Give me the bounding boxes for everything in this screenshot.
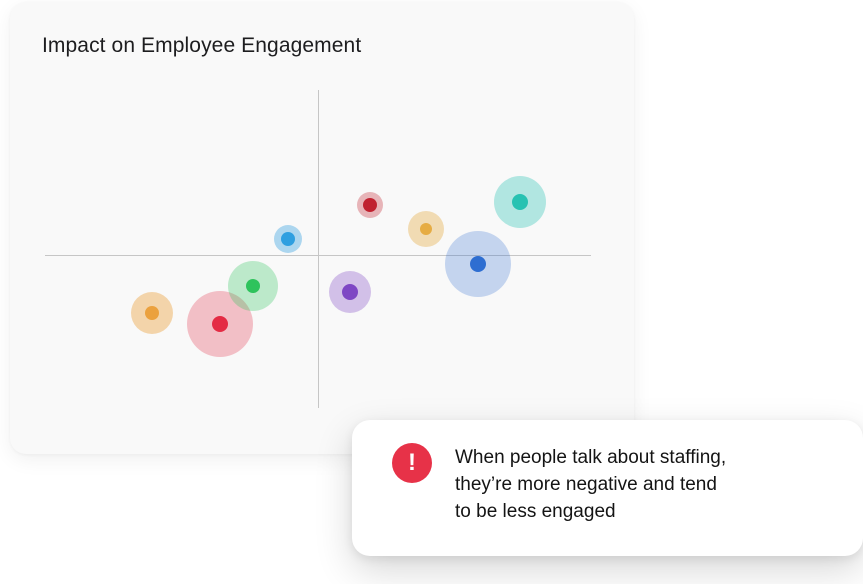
bubble-dot [342, 284, 358, 300]
bubble-dot [420, 223, 432, 235]
bubble-blue-small[interactable] [274, 225, 302, 253]
bubble-blue-large[interactable] [445, 231, 511, 297]
bubble-dot [470, 256, 486, 272]
insight-tooltip: ! When people talk about staffing, they’… [352, 420, 863, 556]
alert-icon-glyph: ! [408, 449, 416, 476]
bubble-dot [212, 316, 228, 332]
bubble-yellow[interactable] [408, 211, 444, 247]
bubble-teal[interactable] [494, 176, 546, 228]
bubble-dot [246, 279, 260, 293]
bubble-dot [512, 194, 528, 210]
bubble-dot [281, 232, 295, 246]
bubble-dot [363, 198, 377, 212]
bubble-purple[interactable] [329, 271, 371, 313]
engagement-chart-card: Impact on Employee Engagement [10, 2, 634, 454]
bubble-orange[interactable] [131, 292, 173, 334]
bubble-dot [145, 306, 159, 320]
bubble-red-large[interactable] [187, 291, 253, 357]
chart-title: Impact on Employee Engagement [42, 34, 362, 57]
bubble-dark-red[interactable] [357, 192, 383, 218]
alert-icon: ! [392, 443, 432, 483]
insight-text: When people talk about staffing, they’re… [455, 447, 727, 522]
bubble-green[interactable] [228, 261, 278, 311]
